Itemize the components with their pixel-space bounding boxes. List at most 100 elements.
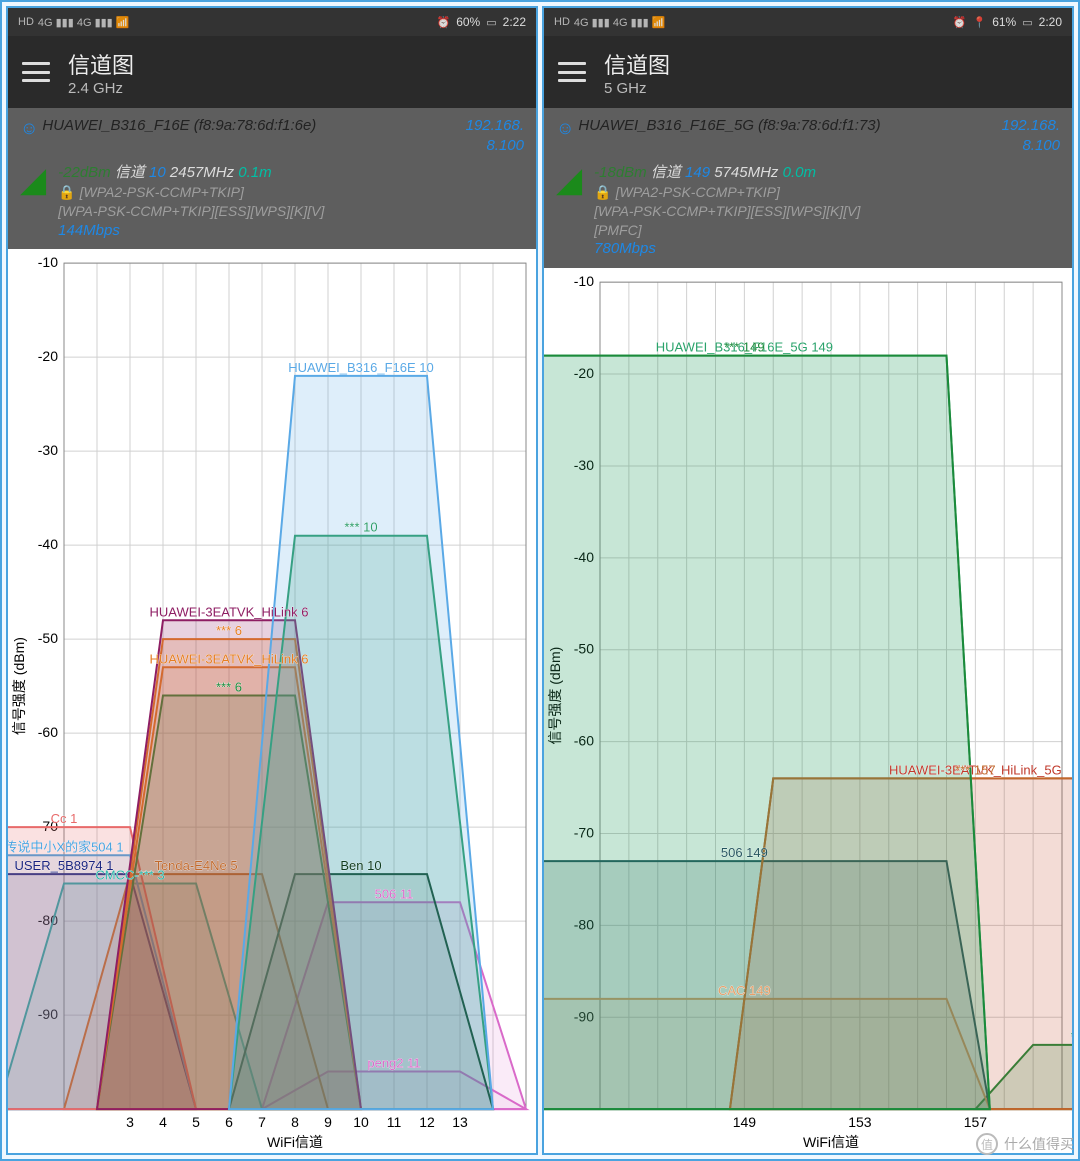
network-label: HUAWEI_B316_F16E 10 [288, 360, 433, 375]
alarm-icon: ⏰ [437, 16, 451, 29]
y-tick-label: -60 [38, 724, 58, 740]
page-title: 信道图 [68, 48, 134, 80]
x-tick-label: 149 [733, 1114, 757, 1130]
mac-address: (f8:9a:78:6d:f1:73) [758, 116, 881, 136]
hd-icon: HD [554, 16, 570, 28]
hd-icon: HD [18, 16, 34, 28]
battery-icon: ▭ [1022, 16, 1032, 29]
y-tick-label: -10 [38, 254, 58, 270]
security-line-1: [WPA2-PSK-CCMP+TKIP] [616, 184, 780, 200]
phone-pane-24ghz: HD 4G ▮▮▮ 4G ▮▮▮ 📶 ⏰ 60% ▭ 2:22 信道图2.4 GHz ☺ HU… [6, 6, 538, 1155]
link-rate: 144Mbps [58, 221, 324, 241]
network-label: CAC 149 [718, 983, 771, 998]
app-header: 信道图5 GHz [544, 36, 1072, 108]
clock: 2:20 [1039, 15, 1062, 29]
channel-value: 10 [149, 164, 170, 181]
menu-button[interactable] [558, 62, 586, 82]
security-line-2: [WPA-PSK-CCMP+TKIP][ESS][WPS][K][V] [594, 202, 860, 221]
x-tick-label: 13 [452, 1114, 468, 1130]
x-axis-title: WiFi信道 [267, 1134, 323, 1150]
frequency: 2457MHz [170, 164, 238, 181]
y-tick-label: -50 [38, 630, 58, 646]
alarm-icon: ⏰ [953, 16, 967, 29]
phone-pane-5ghz: HD 4G ▮▮▮ 4G ▮▮▮ 📶 ⏰ 📍 61% ▭ 2:20 信道图5 GHz ☺ HUA… [542, 6, 1074, 1155]
location-icon: 📍 [973, 16, 987, 29]
clock: 2:22 [503, 15, 526, 29]
x-tick-label: 9 [324, 1114, 332, 1130]
page-subtitle: 2.4 GHz [68, 80, 134, 97]
network-label: 传说中小X的家504 1 [8, 839, 124, 854]
ip-address: 192.168.8.100 [454, 116, 524, 157]
network-label: Tenda-E4Ne 5 [154, 858, 237, 873]
mac-address: (f8:9a:78:6d:f1:6e) [194, 116, 317, 136]
security-line-2: [WPA-PSK-CCMP+TKIP][ESS][WPS][K][V] [58, 202, 324, 221]
page-title: 信道图 [604, 48, 670, 80]
x-tick-label: 10 [353, 1114, 369, 1130]
distance: 0.1m [238, 164, 271, 181]
network-label: *** 149 [724, 339, 764, 354]
status-bar: HD 4G ▮▮▮ 4G ▮▮▮ 📶 ⏰ 60% ▭ 2:22 [8, 8, 536, 36]
channel-label: 信道 [651, 164, 685, 181]
ssid: HUAWEI_B316_F16E_5G [578, 116, 754, 136]
x-axis-title: WiFi信道 [803, 1134, 859, 1150]
network-label: HUAWEI-3EATVK_HiLink 6 [150, 651, 309, 666]
chart-svg: -10-20-30-40-50-60-70-80-90149153157WiFi… [544, 268, 1072, 1153]
page-subtitle: 5 GHz [604, 80, 670, 97]
y-tick-label: -40 [38, 536, 58, 552]
network-label: *** 10 [344, 519, 377, 534]
ip-address: 192.168.8.100 [990, 116, 1060, 157]
ssid: HUAWEI_B316_F16E [42, 116, 189, 136]
network-label: *** 157 [955, 762, 995, 777]
network-label: *** 6 [216, 679, 242, 694]
security-line-3: [PMFC] [594, 221, 860, 240]
channel-value: 149 [685, 164, 714, 181]
x-tick-label: 3 [126, 1114, 134, 1130]
battery-pct: 60% [456, 15, 480, 29]
signal-dbm: -18dBm [594, 164, 651, 181]
cell-signal-icon: 4G ▮▮▮ 4G ▮▮▮ 📶 [574, 16, 666, 29]
distance: 0.0m [783, 164, 816, 181]
link-rate: 780Mbps [594, 239, 860, 259]
comparison-container: HD4G ▮▮▮ 4G ▮▮▮ 📶⏰60%▭2:22信道图2.4 GHz☺ HU… [0, 0, 1080, 1161]
cell-signal-icon: 4G ▮▮▮ 4G ▮▮▮ 📶 [38, 16, 130, 29]
lock-icon: 🔒 [58, 184, 75, 200]
y-tick-label: -20 [38, 348, 58, 364]
x-tick-label: 153 [848, 1114, 872, 1130]
network-label: Cc 1 [51, 811, 78, 826]
status-bar: HD 4G ▮▮▮ 4G ▮▮▮ 📶 ⏰ 📍 61% ▭ 2:20 [544, 8, 1072, 36]
network-label: *** 6 [216, 623, 242, 638]
battery-icon: ▭ [486, 16, 496, 29]
app-header: 信道图2.4 GHz [8, 36, 536, 108]
signal-dbm: -22dBm [58, 164, 115, 181]
channel-chart: -10-20-30-40-50-60-70-80-903456789101112… [8, 249, 536, 1153]
y-axis-title: 信号强度 (dBm) [11, 637, 27, 735]
face-icon: ☺ [20, 116, 38, 140]
network-label: 506 11 [375, 886, 414, 901]
battery-pct: 61% [992, 15, 1016, 29]
channel-label: 信道 [115, 164, 149, 181]
network-curve [229, 376, 493, 1109]
x-tick-label: 12 [419, 1114, 435, 1130]
x-tick-label: 6 [225, 1114, 233, 1130]
x-tick-label: 5 [192, 1114, 200, 1130]
y-tick-label: -10 [574, 273, 594, 289]
wifi-icon: ◢ [556, 163, 582, 260]
network-label: Ben 10 [340, 858, 381, 873]
network-label: *** 161 [1071, 1029, 1072, 1044]
lock-icon: 🔒 [594, 184, 611, 200]
frequency: 5745MHz [714, 164, 782, 181]
x-tick-label: 11 [387, 1114, 402, 1130]
network-label: HUAWEI-3EATVK_HiLink 6 [150, 604, 309, 619]
x-tick-label: 157 [964, 1114, 988, 1130]
wifi-icon: ◢ [20, 163, 46, 241]
network-label: CMCC-*** 3 [95, 867, 164, 882]
menu-button[interactable] [22, 62, 50, 82]
network-label: peng2 11 [367, 1055, 420, 1070]
channel-chart: -10-20-30-40-50-60-70-80-90149153157WiFi… [544, 268, 1072, 1153]
x-tick-label: 4 [159, 1114, 167, 1130]
y-tick-label: -30 [38, 442, 58, 458]
face-icon: ☺ [556, 116, 574, 140]
chart-svg: -10-20-30-40-50-60-70-80-903456789101112… [8, 249, 536, 1153]
x-tick-label: 7 [258, 1114, 266, 1130]
network-label: 506 149 [721, 845, 768, 860]
